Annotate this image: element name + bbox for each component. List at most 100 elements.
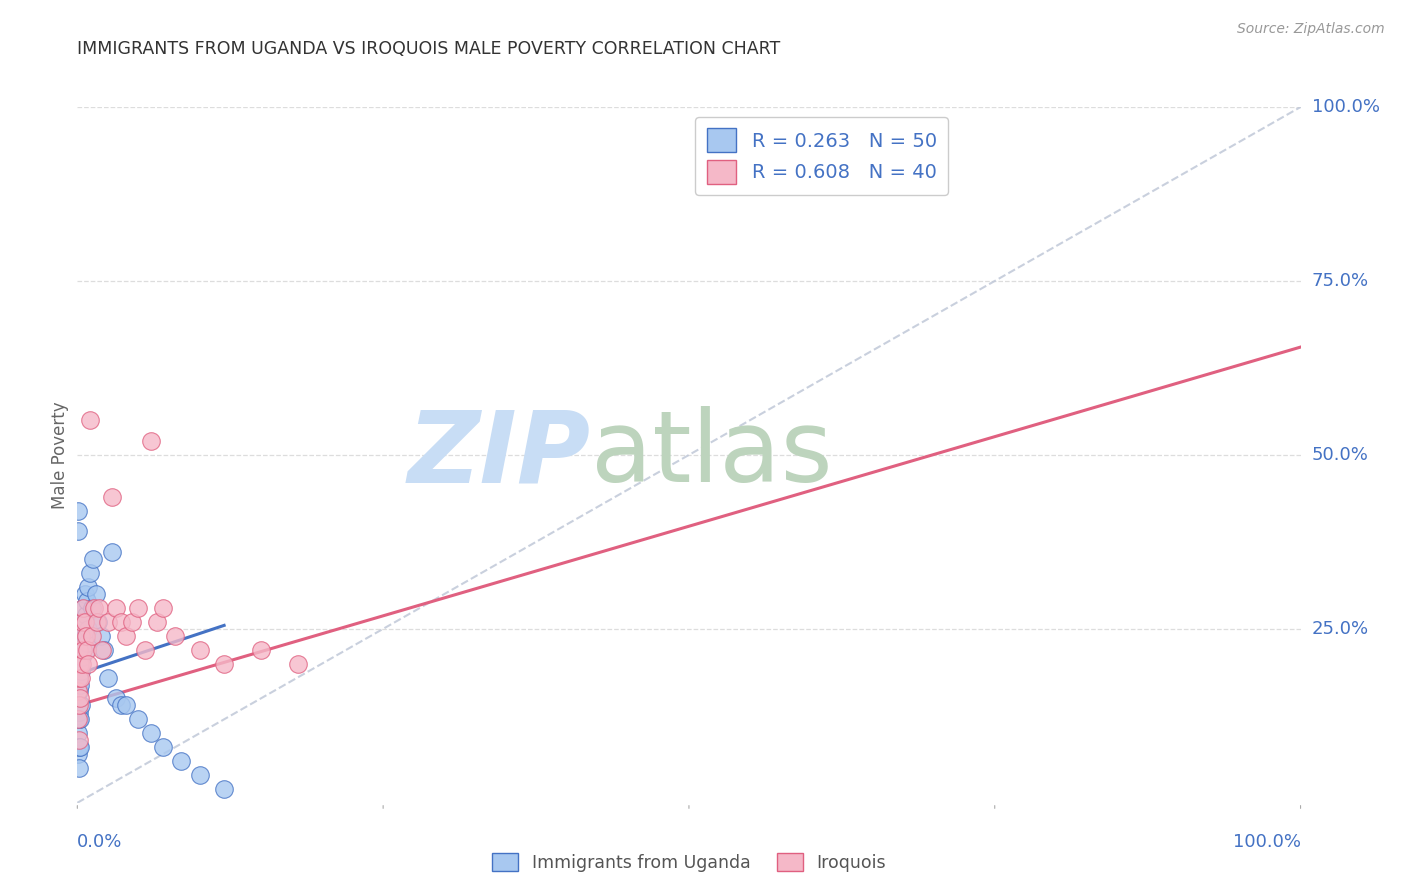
Text: 100.0%: 100.0% xyxy=(1312,98,1379,116)
Point xyxy=(165,629,187,643)
Point xyxy=(75,642,97,657)
Point xyxy=(69,691,91,706)
Point xyxy=(69,740,91,755)
Text: Source: ZipAtlas.com: Source: ZipAtlas.com xyxy=(1237,22,1385,37)
Point xyxy=(67,712,90,726)
Point xyxy=(67,671,90,685)
Point xyxy=(127,601,149,615)
Point xyxy=(152,740,174,755)
Text: ZIP: ZIP xyxy=(408,407,591,503)
Point xyxy=(66,671,89,685)
Text: 100.0%: 100.0% xyxy=(1233,833,1301,851)
Point xyxy=(121,615,143,629)
Point xyxy=(70,615,93,629)
Point xyxy=(66,726,89,740)
Point xyxy=(70,649,93,664)
Point xyxy=(77,580,100,594)
Point xyxy=(100,545,122,559)
Point xyxy=(70,629,93,643)
Point xyxy=(67,698,90,713)
Point xyxy=(70,664,93,678)
Point xyxy=(66,503,89,517)
Point xyxy=(93,642,115,657)
Point xyxy=(67,671,90,685)
Point xyxy=(75,607,97,622)
Point xyxy=(67,642,90,657)
Point xyxy=(66,747,89,761)
Point xyxy=(77,622,100,636)
Point xyxy=(67,657,90,671)
Point xyxy=(188,642,211,657)
Point xyxy=(69,657,91,671)
Legend: R = 0.263   N = 50, R = 0.608   N = 40: R = 0.263 N = 50, R = 0.608 N = 40 xyxy=(695,117,948,195)
Point xyxy=(73,629,96,643)
Point xyxy=(66,712,89,726)
Point xyxy=(97,615,120,629)
Point xyxy=(127,712,149,726)
Legend: Immigrants from Uganda, Iroquois: Immigrants from Uganda, Iroquois xyxy=(485,847,893,879)
Point xyxy=(75,629,97,643)
Point xyxy=(67,761,90,775)
Point xyxy=(72,642,94,657)
Point xyxy=(72,642,94,657)
Point xyxy=(110,615,132,629)
Point xyxy=(212,781,235,796)
Point xyxy=(170,754,193,768)
Point xyxy=(66,524,89,539)
Point xyxy=(67,740,90,755)
Point xyxy=(80,629,103,643)
Point xyxy=(97,671,120,685)
Text: atlas: atlas xyxy=(591,407,832,503)
Point xyxy=(188,768,211,782)
Point xyxy=(67,733,90,747)
Point xyxy=(66,698,89,713)
Point xyxy=(76,594,98,608)
Point xyxy=(73,615,96,629)
Text: 25.0%: 25.0% xyxy=(1312,620,1369,638)
Point xyxy=(72,601,94,615)
Point xyxy=(77,657,100,671)
Point xyxy=(212,657,235,671)
Point xyxy=(115,698,138,713)
Point xyxy=(86,615,108,629)
Text: 50.0%: 50.0% xyxy=(1312,446,1368,464)
Point xyxy=(70,657,93,671)
Point xyxy=(90,629,112,643)
Point xyxy=(70,698,93,713)
Point xyxy=(69,712,91,726)
Point xyxy=(70,615,93,629)
Point xyxy=(287,657,309,671)
Point xyxy=(139,434,162,448)
Point xyxy=(90,642,112,657)
Point xyxy=(82,552,104,566)
Point xyxy=(72,601,94,615)
Point xyxy=(110,698,132,713)
Point xyxy=(67,706,90,720)
Y-axis label: Male Poverty: Male Poverty xyxy=(51,401,69,508)
Point xyxy=(76,636,98,650)
Point xyxy=(70,629,93,643)
Point xyxy=(76,642,98,657)
Point xyxy=(146,615,169,629)
Point xyxy=(83,601,105,615)
Point xyxy=(152,601,174,615)
Point xyxy=(84,587,107,601)
Point xyxy=(105,691,128,706)
Point xyxy=(134,642,156,657)
Point xyxy=(80,601,103,615)
Point xyxy=(87,615,110,629)
Point xyxy=(139,726,162,740)
Text: 75.0%: 75.0% xyxy=(1312,272,1369,290)
Point xyxy=(66,684,89,698)
Text: 0.0%: 0.0% xyxy=(77,833,122,851)
Point xyxy=(115,629,138,643)
Point xyxy=(105,601,128,615)
Text: IMMIGRANTS FROM UGANDA VS IROQUOIS MALE POVERTY CORRELATION CHART: IMMIGRANTS FROM UGANDA VS IROQUOIS MALE … xyxy=(77,40,780,58)
Point xyxy=(79,566,101,581)
Point xyxy=(73,587,96,601)
Point xyxy=(69,677,91,691)
Point xyxy=(100,490,122,504)
Point xyxy=(89,601,111,615)
Point xyxy=(79,413,101,427)
Point xyxy=(70,671,93,685)
